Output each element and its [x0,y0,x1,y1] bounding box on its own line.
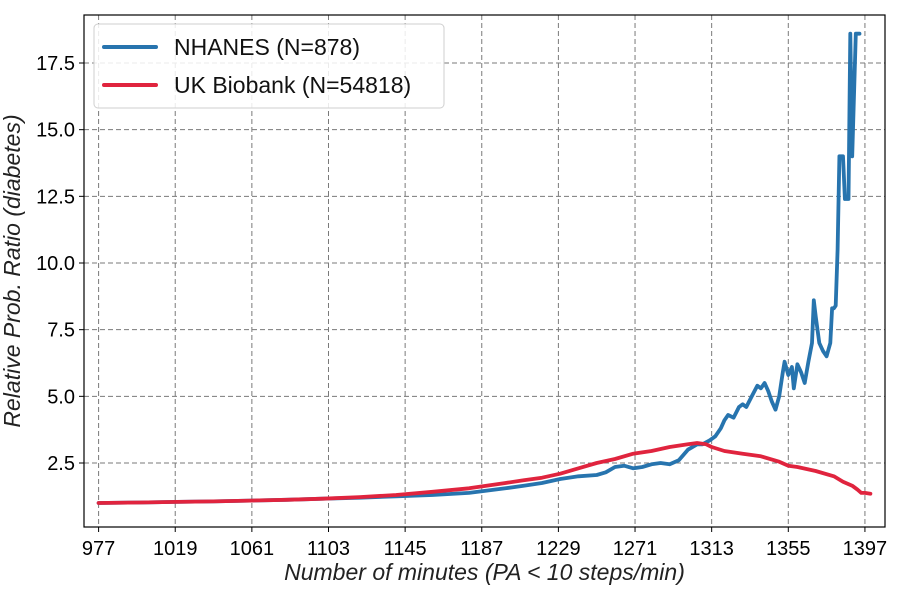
y-tick-label: 2.5 [47,453,75,475]
y-tick-label: 7.5 [47,320,75,342]
x-tick-label: 1187 [460,538,503,560]
x-tick-label: 1397 [843,538,888,560]
legend: NHANES (N=878) UK Biobank (N=54818) [93,23,445,109]
x-tick-label: 977 [82,538,115,560]
y-axis-label: Relative Prob. Ratio (diabetes) [0,114,25,427]
x-tick-label: 1061 [230,538,275,560]
x-tick-label: 1271 [613,538,658,560]
y-tick-label: 15.0 [36,120,75,142]
x-tick-label: 1145 [384,538,427,560]
legend-label: UK Biobank (N=54818) [174,72,411,98]
ticks: 977 1019 1061 1103 1145 1187 1229 1271 1313 1355 1… [36,53,887,560]
series-layer [96,31,873,505]
y-tick-label: 5.0 [47,386,75,408]
x-tick-label: 1313 [689,538,734,560]
y-tick-label: 10.0 [36,253,75,275]
plot-frame [83,14,886,528]
x-tick-label: 1019 [153,538,198,560]
x-axis-label: Number of minutes (PA < 10 steps/min) [284,559,685,585]
x-tick-label: 1229 [536,538,581,560]
x-tick-label: 1103 [307,538,350,560]
series-line-nhanes [96,31,862,505]
series-line-uk-biobank [96,441,873,505]
y-tick-label: 17.5 [36,53,75,75]
y-tick-label: 12.5 [36,186,75,208]
x-tick-label: 1355 [766,538,811,560]
legend-label: NHANES (N=878) [174,34,360,60]
legend-box [93,23,445,109]
